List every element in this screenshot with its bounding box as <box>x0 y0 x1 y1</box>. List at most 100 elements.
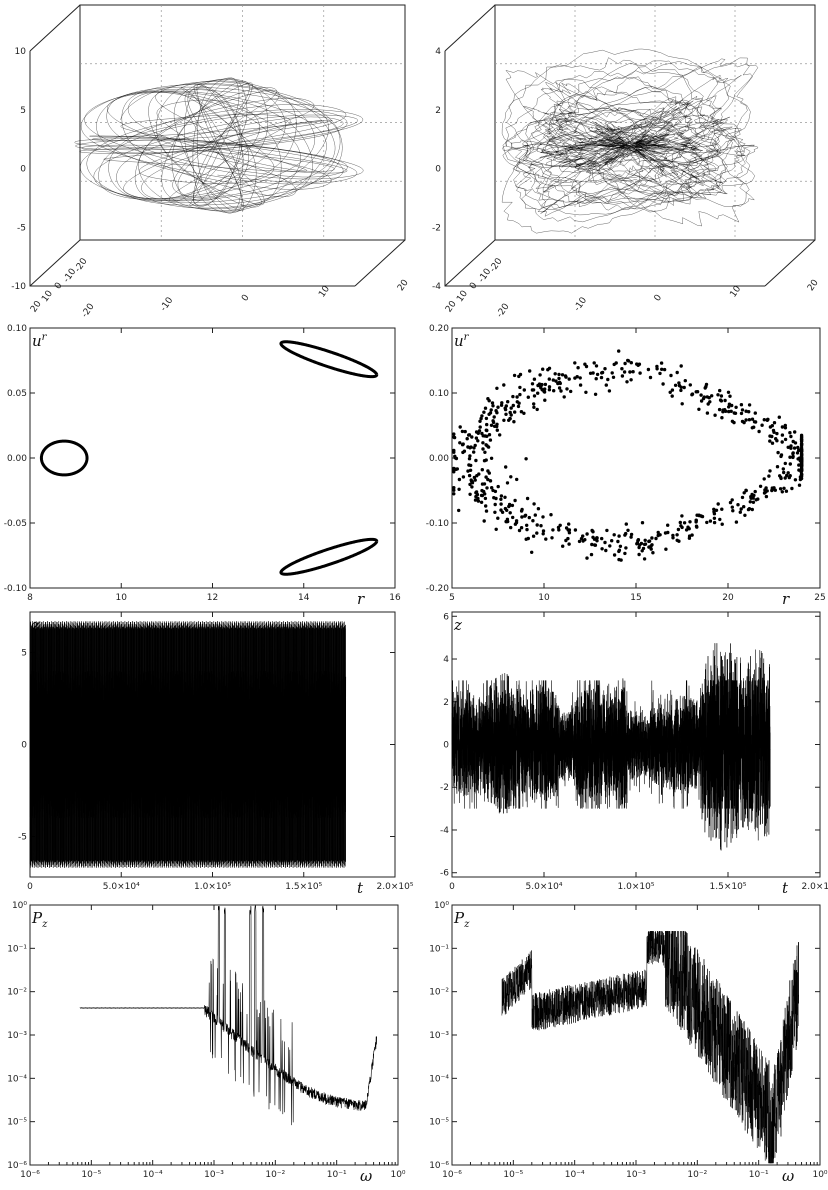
section-point <box>552 389 556 393</box>
section-point <box>720 522 724 526</box>
section-point <box>739 411 744 416</box>
section-point <box>799 458 804 462</box>
section-point <box>468 492 472 496</box>
x-tick-label: 8 <box>27 593 33 603</box>
section-point <box>750 492 754 497</box>
poincare-section-right: 5 10 15 20 25 0.20 0.10 0.00 -0.10 -0.20 ur r <box>426 324 826 608</box>
section-point <box>536 507 541 511</box>
section-point <box>768 425 773 429</box>
section-point <box>465 437 469 441</box>
section-point <box>617 349 621 353</box>
section-point <box>535 531 539 535</box>
section-point <box>484 428 488 432</box>
orbit-trajectory <box>501 48 759 234</box>
section-point <box>547 377 551 381</box>
section-point <box>799 438 804 442</box>
section-point <box>460 429 465 434</box>
section-point <box>480 414 484 418</box>
section-point <box>724 409 728 413</box>
x-tick-label: 5.0×10⁴ <box>526 882 563 892</box>
section-point <box>742 491 746 495</box>
section-point <box>643 542 648 546</box>
section-point <box>498 433 502 437</box>
section-point <box>499 497 503 501</box>
section-point <box>626 528 630 532</box>
section-point <box>647 545 651 549</box>
y-tick-label: -5 <box>18 833 27 843</box>
z-series-inner <box>29 670 347 819</box>
section-point <box>485 422 489 427</box>
power-spectrum-panel-left: 10⁻⁶ 10⁻⁵ 10⁻⁴ 10⁻³ 10⁻² 10⁻¹ 10⁰ 10⁰ 10⁻¹ 10⁻² 10… <box>7 901 406 1185</box>
section-point <box>799 472 804 476</box>
section-point <box>679 388 683 393</box>
section-point <box>626 359 631 363</box>
y-axis-label: ur <box>32 332 48 350</box>
section-point <box>551 528 555 532</box>
y-tick-label: 6 <box>443 612 449 622</box>
section-point <box>585 532 589 536</box>
section-point <box>567 542 571 546</box>
section-point <box>680 525 684 530</box>
section-point <box>509 525 513 530</box>
section-point <box>528 369 532 373</box>
section-point <box>541 532 545 536</box>
section-point <box>496 405 500 409</box>
section-point <box>476 439 480 443</box>
section-point <box>782 486 786 490</box>
y-tick-label: 10⁻¹ <box>7 944 27 954</box>
section-point <box>457 508 461 513</box>
z-tick-label: -4 <box>432 282 441 292</box>
y-axis-label: Pz <box>453 909 470 930</box>
section-point <box>538 373 542 377</box>
y-tick-label: 10⁻¹ <box>429 944 449 954</box>
section-point <box>485 486 489 490</box>
x-tick-label: 20 <box>29 299 44 314</box>
z-tick-label: -5 <box>17 223 26 233</box>
section-point <box>684 528 689 532</box>
section-point <box>486 477 490 482</box>
section-point <box>718 517 722 522</box>
section-point <box>765 489 769 493</box>
section-point <box>540 382 544 387</box>
section-point <box>452 492 456 496</box>
y-tick-label: 0.00 <box>7 454 27 464</box>
section-point <box>796 457 800 461</box>
section-point <box>744 409 748 413</box>
section-point <box>561 544 565 548</box>
section-point <box>522 411 526 415</box>
section-point <box>535 523 539 527</box>
section-point <box>472 450 476 454</box>
section-point <box>560 373 565 377</box>
x-tick-label: 10 <box>538 593 550 603</box>
section-point <box>454 456 459 461</box>
y-tick-label: 20 <box>806 278 821 293</box>
x-tick-label: 1.5×10⁵ <box>710 882 747 892</box>
section-point <box>753 489 757 494</box>
section-point <box>760 423 764 427</box>
section-point <box>488 411 493 415</box>
section-point <box>752 420 757 424</box>
section-point <box>637 545 641 550</box>
section-point <box>488 479 493 483</box>
section-point <box>457 487 461 491</box>
section-point <box>573 528 578 532</box>
section-point <box>712 520 717 525</box>
section-point <box>468 482 472 487</box>
section-point <box>599 375 604 380</box>
x-tick-label: 10 <box>40 289 55 304</box>
section-point <box>461 450 465 455</box>
section-point <box>772 421 777 425</box>
section-point <box>573 361 577 365</box>
section-point <box>618 544 623 548</box>
section-point <box>783 423 787 428</box>
section-point <box>526 395 530 399</box>
y-axis-label: Pz <box>31 909 48 930</box>
y-tick-label: 10⁻⁶ <box>7 1161 27 1171</box>
y-tick-label: 10⁻³ <box>429 1031 449 1041</box>
x-tick-label: 20 <box>444 299 459 314</box>
y-tick-label: 0 <box>443 741 449 751</box>
section-point <box>482 482 487 486</box>
section-point <box>728 394 732 398</box>
section-point <box>616 539 620 544</box>
